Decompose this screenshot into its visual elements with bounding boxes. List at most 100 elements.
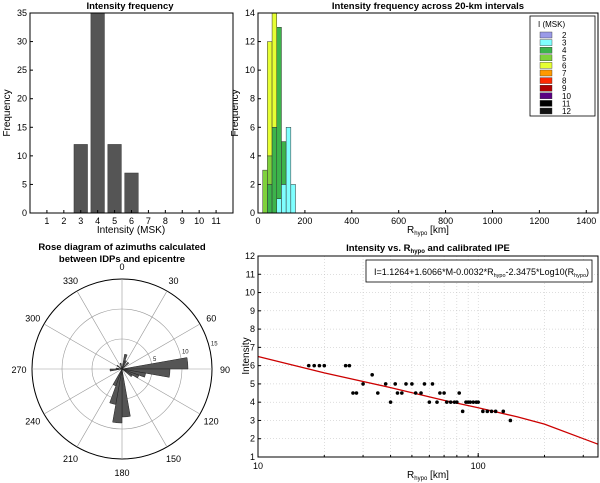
hist-ytick-label: 25 — [17, 65, 27, 75]
legend-title: I (MSK) — [538, 20, 565, 29]
hist-ytick-label: 5 — [22, 179, 27, 189]
legend-label: 4 — [562, 46, 567, 55]
scatter-ytick-label: 2 — [250, 434, 255, 444]
scatter-point — [435, 400, 439, 404]
scatter-point — [354, 391, 359, 395]
scatter-ytick-label: 4 — [250, 397, 255, 407]
scatter-point — [419, 391, 423, 395]
scatter-xtick-label: 10 — [253, 461, 263, 471]
rose-sector — [119, 362, 123, 370]
hist-xtick-label: 1 — [44, 216, 49, 226]
legend-label: 6 — [562, 61, 567, 70]
scatter-ytick-label: 5 — [250, 379, 255, 389]
hist-xtick-label: 5 — [112, 216, 117, 226]
scatter-ytick-label: 7 — [250, 342, 255, 352]
scatter-ytick-label: 3 — [250, 415, 255, 425]
scatter-xtick-label: 100 — [471, 461, 486, 471]
hist-ticks: 1 2 3 4 5 6 7 8 9 10 11 0 5 10 15 20 25 30 35 — [17, 8, 221, 226]
rose-angle-label: 150 — [166, 454, 181, 464]
scatter-point — [370, 372, 374, 377]
rose-angle-label: 0 — [119, 262, 124, 272]
hist-xtick-label: 7 — [146, 216, 151, 226]
hist-ytick-label: 30 — [17, 37, 27, 47]
legend-swatch — [539, 100, 553, 107]
scatter-point — [438, 391, 442, 395]
rose-angle-label: 120 — [204, 417, 219, 427]
legend-swatch — [539, 54, 553, 61]
legend-swatch — [539, 69, 553, 77]
scatter-point — [460, 409, 465, 414]
scatter-point — [317, 363, 322, 368]
stacked-ytick-label: 8 — [250, 94, 255, 104]
scatter-axes-box — [257, 255, 599, 458]
legend-swatch — [539, 92, 553, 100]
stacked-bar-segment — [281, 141, 287, 185]
scatter-ytick-label: 11 — [246, 269, 255, 279]
hist-title: Intensity frequency — [86, 1, 174, 12]
hist-xtick-label: 8 — [163, 216, 168, 226]
legend-swatch — [539, 39, 553, 46]
scatter-point — [471, 400, 476, 404]
stacked-ytick-label: 2 — [250, 179, 255, 189]
panel-distance-frequency: Intensity frequency across 20-km interva… — [230, 1, 599, 237]
legend-swatch — [539, 47, 553, 54]
rose-angle-label: 330 — [63, 276, 78, 286]
scatter-point — [343, 363, 348, 368]
scatter-point — [388, 400, 393, 404]
legend-label: 11 — [562, 99, 571, 108]
hist-bar — [90, 12, 105, 214]
stacked-bars — [262, 12, 296, 214]
stacked-bar-segment — [271, 12, 278, 128]
scatter-point — [306, 363, 311, 368]
stacked-bar-segment — [281, 184, 287, 214]
scatter-ylabel: Intensity — [241, 337, 252, 374]
stacked-bar-segment — [267, 184, 273, 214]
stacked-bar-segment — [276, 27, 282, 199]
rose-spoke — [121, 323, 201, 370]
rose-diagram: 0 30 60 90 120 150 180 210 240 270 300 330 5 10 15 — [11, 262, 230, 478]
legend-label: 3 — [562, 39, 567, 48]
rose-spoke — [121, 368, 168, 448]
rose-sector — [109, 368, 123, 372]
rose-angle-label: 180 — [114, 468, 129, 478]
stacked-xtick-label: 200 — [297, 216, 312, 226]
scatter-xlabel: Rhypo [km] — [407, 470, 449, 482]
legend-label: 7 — [562, 69, 567, 78]
ipe-fit-line — [257, 355, 599, 445]
rose-angle-label: 300 — [25, 314, 40, 324]
stacked-xtick-label: 1400 — [576, 216, 596, 226]
hist-bars — [73, 12, 139, 214]
ipe-equation: I=1.1264+1.6066*M-0.0032*Rhypo-2.3475*Lo… — [374, 267, 589, 279]
stacked-xtick-label: 800 — [438, 216, 453, 226]
stacked-axes-box — [257, 12, 599, 214]
legend-label: 12 — [562, 107, 571, 116]
scatter-point — [376, 391, 380, 395]
stacked-xtick-label: 1000 — [482, 216, 502, 226]
stacked-ytick-label: 4 — [250, 151, 255, 161]
scatter-point — [413, 391, 418, 395]
rose-angle-label: 90 — [220, 365, 230, 375]
rose-spoke — [121, 290, 168, 370]
scatter-point — [422, 382, 427, 386]
scatter-point — [427, 400, 432, 404]
rose-sector — [116, 364, 123, 370]
scatter-point — [312, 363, 317, 368]
hist-bar — [73, 144, 88, 214]
scatter-point — [430, 382, 435, 386]
stacked-bar-segment — [267, 155, 273, 185]
stacked-xtick-label: 1200 — [529, 216, 549, 226]
stacked-xtick-label: 400 — [344, 216, 359, 226]
hist-xtick-label: 6 — [129, 216, 134, 226]
hist-xtick-label: 2 — [61, 216, 66, 226]
stacked-bar-segment — [276, 198, 282, 214]
stacked-xtick-label: 0 — [255, 216, 260, 226]
stacked-bar-segment — [262, 169, 268, 214]
rose-spoke — [43, 323, 123, 370]
rose-sector — [121, 360, 127, 370]
legend-label: 5 — [562, 54, 567, 63]
scatter-point — [508, 418, 513, 423]
hist-ytick-label: 0 — [22, 208, 27, 218]
